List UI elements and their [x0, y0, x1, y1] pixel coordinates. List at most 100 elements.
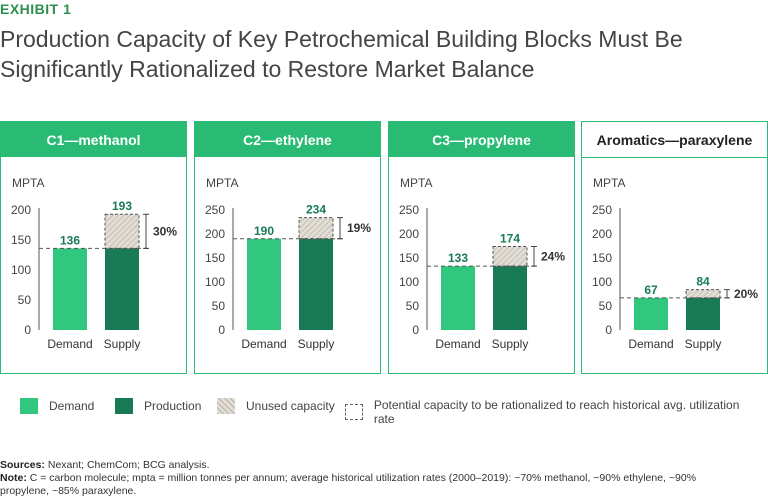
x-category-label: Supply — [492, 337, 529, 351]
potential-capacity-outline — [298, 217, 334, 240]
panel-title: C1—methanol — [1, 122, 186, 157]
y-tick-label: 50 — [212, 299, 226, 313]
y-tick-label: 0 — [605, 323, 612, 337]
y-tick-label: 150 — [592, 251, 612, 265]
production-bar — [686, 297, 720, 330]
rationalize-bracket — [143, 213, 149, 249]
y-tick-label: 100 — [205, 275, 225, 289]
y-tick-label: 100 — [11, 263, 31, 277]
rationalize-bracket — [337, 217, 343, 240]
potential-capacity-outline — [492, 245, 528, 267]
y-tick-label: 150 — [399, 251, 419, 265]
y-tick-label: 50 — [18, 293, 32, 307]
demand-bar — [634, 297, 668, 330]
chart-title: Production Capacity of Key Petrochemical… — [0, 26, 683, 82]
y-tick-label: 250 — [592, 203, 612, 217]
legend-potential-swatch — [345, 404, 363, 420]
y-tick-label: 0 — [24, 323, 31, 337]
demand-bar — [441, 266, 475, 330]
y-tick-label: 200 — [11, 203, 31, 217]
chart-propylene: MPTA 0 50 100 150 200 250 133 174 24% Demand Supply — [399, 176, 565, 351]
demand-value-label: 133 — [448, 251, 468, 265]
chart-methanol: MPTA 0 50 100 150 200 136 193 30% Demand Supply — [11, 176, 177, 351]
rationalize-bracket — [531, 245, 537, 267]
x-category-label: Demand — [241, 337, 286, 351]
supply-value-label: 234 — [306, 203, 326, 217]
legend-unused-label: Unused capacity — [246, 399, 335, 413]
rationalize-percent-label: 30% — [153, 224, 177, 238]
legend-potential-label: Potential capacity to be rationalized to… — [373, 398, 740, 426]
rationalize-percent-label: 24% — [541, 249, 565, 263]
y-tick-label: 200 — [592, 227, 612, 241]
legend: Demand Production Unused capacity Potent… — [20, 398, 760, 426]
chart-ethylene: MPTA 0 50 100 150 200 250 190 234 19% Demand Supply — [205, 176, 371, 351]
y-tick-label: 100 — [399, 275, 419, 289]
demand-value-label: 136 — [60, 233, 80, 247]
panel-title: Aromatics—paraxylene — [582, 122, 767, 158]
legend-production-swatch — [115, 398, 133, 414]
x-category-label: Supply — [298, 337, 335, 351]
panel-paraxylene: Aromatics—paraxylene MPTA 0 50 100 150 200 250… — [581, 121, 768, 374]
legend-demand-label: Demand — [49, 399, 95, 413]
supply-value-label: 84 — [696, 275, 710, 289]
y-axis-label: MPTA — [206, 176, 238, 190]
panel-title: C3—propylene — [389, 122, 574, 157]
x-category-label: Demand — [47, 337, 92, 351]
y-tick-label: 0 — [218, 323, 225, 337]
y-tick-label: 150 — [205, 251, 225, 265]
legend-production: Production — [115, 398, 201, 414]
production-bar — [493, 266, 527, 330]
note-label: Note: — [0, 472, 27, 484]
supply-value-label: 174 — [500, 231, 520, 245]
legend-unused-swatch — [217, 398, 235, 414]
x-category-label: Supply — [104, 337, 141, 351]
unused-capacity-bar — [299, 217, 333, 239]
supply-value-label: 193 — [112, 199, 132, 213]
rationalize-bracket — [724, 289, 730, 299]
demand-bar — [247, 238, 281, 330]
x-category-label: Supply — [685, 337, 722, 351]
potential-capacity-outline — [685, 289, 721, 299]
y-tick-label: 100 — [592, 275, 612, 289]
production-bar — [105, 248, 139, 330]
y-tick-label: 250 — [399, 203, 419, 217]
unused-capacity-bar — [493, 246, 527, 267]
y-tick-label: 200 — [399, 227, 419, 241]
unused-capacity-bar — [105, 214, 139, 249]
sources-line: Sources: Nexant; ChemCom; BCG analysis. — [0, 459, 760, 472]
sources-text: Nexant; ChemCom; BCG analysis. — [44, 459, 210, 471]
y-tick-label: 50 — [599, 299, 613, 313]
note-text: C = carbon molecule; mpta = million tonn… — [0, 472, 697, 497]
legend-potential: Potential capacity to be rationalized to… — [345, 398, 760, 426]
panel-title: C2—ethylene — [195, 122, 380, 157]
y-tick-label: 50 — [406, 299, 420, 313]
y-axis-label: MPTA — [593, 176, 625, 190]
unused-capacity-bar — [686, 289, 720, 298]
legend-production-label: Production — [144, 399, 202, 413]
legend-demand-swatch — [20, 398, 38, 414]
panel-propylene: C3—propylene MPTA 0 50 100 150 200 250 133 174 24… — [388, 121, 575, 374]
x-category-label: Demand — [435, 337, 480, 351]
y-tick-label: 150 — [11, 233, 31, 247]
y-tick-label: 0 — [412, 323, 419, 337]
y-axis-label: MPTA — [400, 176, 432, 190]
potential-capacity-outline — [104, 213, 140, 249]
x-category-label: Demand — [628, 337, 673, 351]
legend-unused: Unused capacity — [217, 398, 335, 414]
chart-paraxylene: MPTA 0 50 100 150 200 250 67 84 20% Demand Supply — [592, 176, 758, 351]
demand-value-label: 67 — [644, 283, 658, 297]
exhibit-label: EXHIBIT 1 — [0, 1, 72, 17]
y-tick-label: 200 — [205, 227, 225, 241]
demand-value-label: 190 — [254, 224, 274, 238]
sources-label: Sources: — [0, 459, 45, 471]
y-tick-label: 250 — [205, 203, 225, 217]
demand-bar — [53, 248, 87, 330]
rationalize-percent-label: 19% — [347, 221, 371, 235]
panel-ethylene: C2—ethylene MPTA 0 50 100 150 200 250 190 234 19%… — [194, 121, 381, 374]
panel-methanol: C1—methanol MPTA 0 50 100 150 200 136 193 30% Dem… — [0, 121, 187, 374]
rationalize-percent-label: 20% — [734, 287, 758, 301]
y-axis-label: MPTA — [12, 176, 44, 190]
note-line: Note: C = carbon molecule; mpta = millio… — [0, 472, 705, 498]
legend-demand: Demand — [20, 398, 94, 414]
production-bar — [299, 238, 333, 330]
